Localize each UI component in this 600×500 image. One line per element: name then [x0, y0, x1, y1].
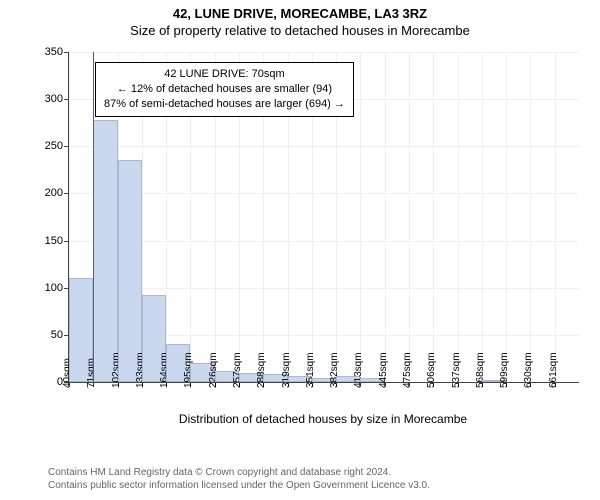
footer-line: Contains HM Land Registry data © Crown c…	[48, 466, 430, 479]
gridline-h	[69, 193, 579, 194]
annotation-line: ← 12% of detached houses are smaller (94…	[104, 82, 345, 97]
ytick-label: 300	[45, 93, 69, 105]
xtick-label: 319sqm	[281, 352, 292, 388]
gridline-h	[69, 288, 579, 289]
annotation-box: 42 LUNE DRIVE: 70sqm← 12% of detached ho…	[95, 62, 354, 117]
xtick-label: 257sqm	[232, 352, 243, 388]
histogram-plot: 05010015020025030035040sqm71sqm102sqm133…	[68, 52, 579, 383]
subject-marker-line	[93, 52, 94, 382]
footer-attribution: Contains HM Land Registry data © Crown c…	[48, 466, 430, 492]
gridline-h	[69, 241, 579, 242]
xtick-label: 351sqm	[305, 352, 316, 388]
annotation-line: 87% of semi-detached houses are larger (…	[104, 97, 345, 112]
gridline-v	[360, 52, 361, 382]
ytick-label: 150	[45, 235, 69, 247]
gridline-v	[530, 52, 531, 382]
ytick-label: 350	[45, 46, 69, 58]
gridline-v	[458, 52, 459, 382]
xtick-label: 475sqm	[402, 352, 413, 388]
ytick-label: 100	[45, 282, 69, 294]
xtick-label: 599sqm	[499, 352, 510, 388]
chart-area: Number of detached properties 0501001502…	[68, 52, 578, 422]
gridline-v	[385, 52, 386, 382]
xtick-label: 506sqm	[426, 352, 437, 388]
xtick-label: 630sqm	[523, 352, 534, 388]
gridline-v	[409, 52, 410, 382]
gridline-v	[506, 52, 507, 382]
xtick-label: 445sqm	[378, 352, 389, 388]
gridline-h	[69, 146, 579, 147]
xtick-label: 413sqm	[353, 352, 364, 388]
gridline-v	[433, 52, 434, 382]
title-block: 42, LUNE DRIVE, MORECAMBE, LA3 3RZ Size …	[0, 0, 600, 38]
annotation-line: 42 LUNE DRIVE: 70sqm	[104, 67, 345, 82]
xtick-label: 568sqm	[475, 352, 486, 388]
gridline-h	[69, 52, 579, 53]
histogram-bar	[118, 160, 142, 382]
gridline-v	[482, 52, 483, 382]
histogram-bar	[93, 120, 117, 382]
ytick-label: 200	[45, 187, 69, 199]
xtick-label: 661sqm	[548, 352, 559, 388]
ytick-label: 250	[45, 140, 69, 152]
page-title: 42, LUNE DRIVE, MORECAMBE, LA3 3RZ	[0, 6, 600, 21]
xtick-label: 537sqm	[451, 352, 462, 388]
ytick-label: 50	[51, 329, 69, 341]
page-subtitle: Size of property relative to detached ho…	[0, 23, 600, 38]
footer-line: Contains public sector information licen…	[48, 479, 430, 492]
xtick-label: 288sqm	[256, 352, 267, 388]
xtick-label: 382sqm	[329, 352, 340, 388]
x-axis-title: Distribution of detached houses by size …	[68, 412, 578, 426]
gridline-v	[555, 52, 556, 382]
